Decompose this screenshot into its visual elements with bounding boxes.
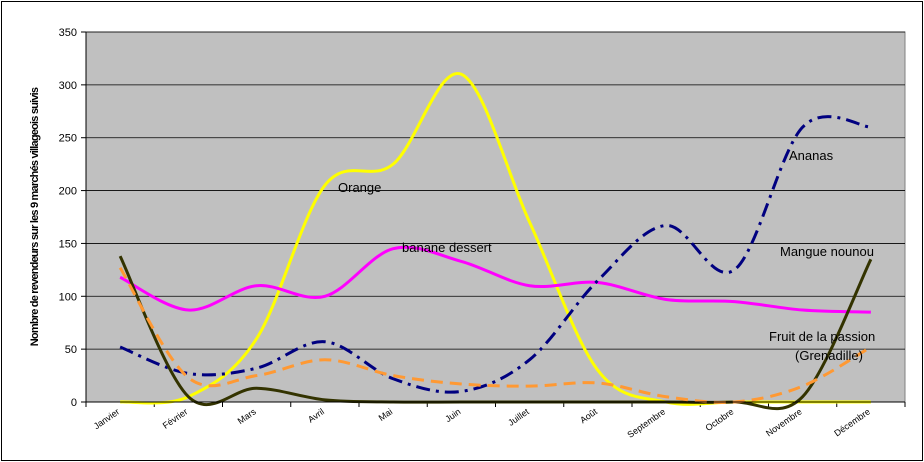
y-tick-label: 350 <box>59 27 77 39</box>
y-tick-label: 50 <box>65 344 77 356</box>
annotation-banane-dessert: banane dessert <box>402 240 492 255</box>
series-line-2 <box>119 115 872 394</box>
y-tick-label: 0 <box>71 397 77 409</box>
y-tick-label: 100 <box>59 291 77 303</box>
y-axis-ticks: 0 50 100 150 200 250 300 350 <box>59 27 86 409</box>
y-axis-label: Nombre de revendeurs sur les 9 marchés v… <box>29 87 41 346</box>
annotation-orange: Orange <box>338 180 381 195</box>
annotation-mangue-nounou: Mangue nounou <box>780 244 874 259</box>
y-tick-label: 300 <box>59 80 77 92</box>
y-tick-label: 250 <box>59 133 77 145</box>
series-line-1 <box>119 245 871 314</box>
y-tick-label: 150 <box>59 238 77 250</box>
annotation-fruit-de-la-passion: Fruit de la passion <box>769 329 875 344</box>
annotation-grenadille: (Grenadille) <box>795 348 863 363</box>
y-tick-label: 200 <box>59 186 77 198</box>
plot-area <box>85 31 906 403</box>
annotation-ananas: Ananas <box>789 148 834 163</box>
